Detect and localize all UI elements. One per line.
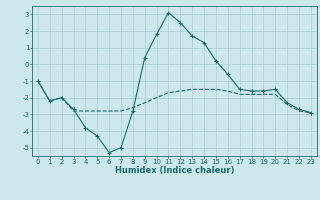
X-axis label: Humidex (Indice chaleur): Humidex (Indice chaleur) — [115, 166, 234, 175]
